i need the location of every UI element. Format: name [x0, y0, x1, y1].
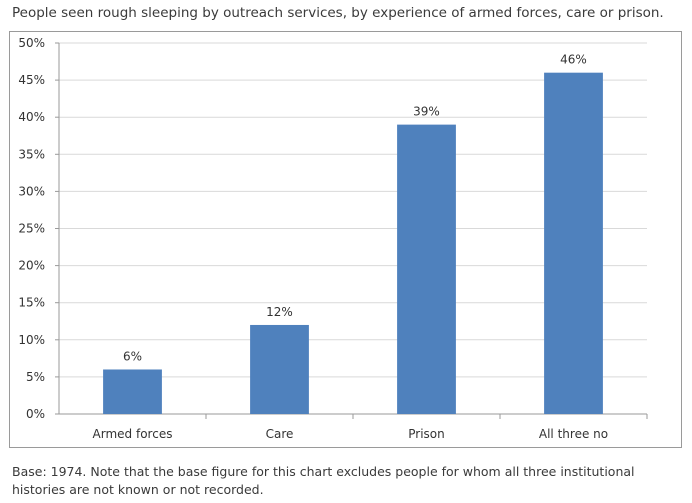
chart-frame: 0% 5% 10% 15% 20% 25% 30% 35% 40% 45% 50% 6% Armed f… [9, 31, 682, 448]
data-label: 46% [560, 53, 587, 67]
y-tick-label: 15% [18, 296, 45, 310]
chart-title: People seen rough sleeping by outreach s… [12, 5, 664, 21]
y-tick-label: 35% [18, 147, 45, 161]
x-tick-label: Prison [408, 427, 445, 441]
bar-armed-forces [103, 369, 162, 414]
bar-care [250, 324, 309, 414]
data-label: 39% [413, 105, 440, 119]
y-tick-label: 0% [26, 407, 45, 421]
y-tick-label: 5% [26, 370, 45, 384]
y-tick-label: 30% [18, 184, 45, 198]
bar-prison [397, 124, 456, 415]
y-tick-label: 40% [18, 110, 45, 124]
y-tick-label: 25% [18, 222, 45, 236]
x-tick-label: Armed forces [93, 427, 173, 441]
data-label: 12% [266, 305, 293, 319]
y-tick-label: 50% [18, 36, 45, 50]
y-tick-label: 20% [18, 259, 45, 273]
bar-all-three-no [544, 72, 603, 415]
y-tick-label: 45% [18, 73, 45, 87]
x-tick-label: All three no [539, 427, 608, 441]
x-tick-label: Care [266, 427, 294, 441]
y-tick-label: 10% [18, 333, 45, 347]
bar-chart: 0% 5% 10% 15% 20% 25% 30% 35% 40% 45% 50% 6% Armed f… [18, 36, 648, 441]
chart-footnote: Base: 1974. Note that the base figure fo… [12, 464, 635, 497]
data-label: 6% [123, 349, 142, 363]
